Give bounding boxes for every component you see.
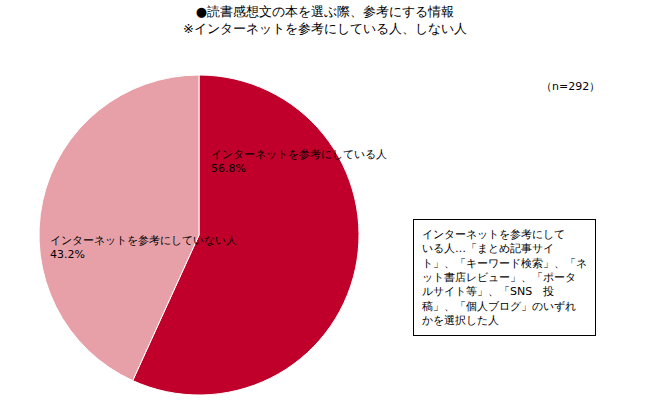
svg-text:インターネットを参考にしていない人43.2%: インターネットを参考にしていない人43.2% bbox=[50, 234, 237, 261]
svg-text:インターネットを参考にしている人56.8%: インターネットを参考にしている人56.8% bbox=[211, 148, 387, 175]
svg-text:インターネットを参考にしている人…「まとめ記事サイト」、「キ: インターネットを参考にしている人…「まとめ記事サイト」、「キーワード検索」、「ネ… bbox=[422, 228, 587, 327]
svg-text:（n=292）: （n=292） bbox=[541, 80, 600, 93]
svg-text:●読書感想文の本を選ぶ際、参考にする情報※インターネットを参: ●読書感想文の本を選ぶ際、参考にする情報※インターネットを参考にしている人、しな… bbox=[183, 4, 467, 36]
